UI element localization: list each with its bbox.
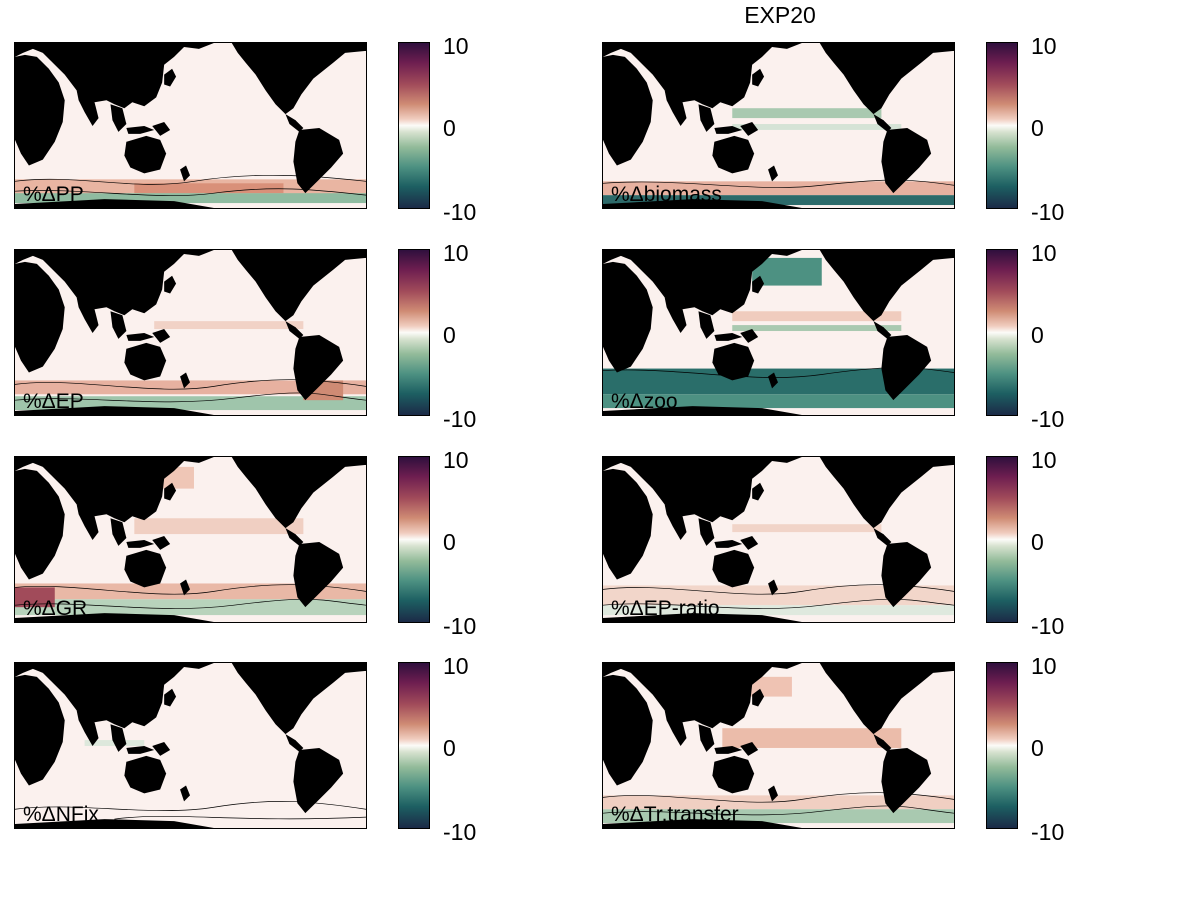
colorbar-max-label: 10 bbox=[1031, 240, 1057, 266]
panel-label: %ΔTr.transfer bbox=[611, 803, 739, 826]
panel-label: %ΔEP bbox=[23, 390, 84, 413]
colorbar-max-label: 10 bbox=[443, 653, 469, 679]
panel-label: %Δbiomass bbox=[611, 183, 722, 206]
map-panel-tr-transfer: %ΔTr.transfer bbox=[602, 662, 955, 829]
map-panel-ep: %ΔEP bbox=[14, 249, 367, 416]
colorbar-mid-label: 0 bbox=[443, 115, 456, 141]
colorbar bbox=[398, 249, 430, 416]
ocean-anomaly-map bbox=[603, 250, 954, 415]
map-panel-gr: %ΔGR bbox=[14, 456, 367, 623]
colorbar-mid-label: 0 bbox=[1031, 115, 1044, 141]
colorbar-min-label: -10 bbox=[443, 613, 477, 639]
ocean-anomaly-map bbox=[15, 457, 366, 622]
ocean-anomaly-map bbox=[603, 43, 954, 208]
colorbar-max-label: 10 bbox=[443, 447, 469, 473]
colorbar-mid-label: 0 bbox=[1031, 529, 1044, 555]
map-panel-biomass: %Δbiomass bbox=[602, 42, 955, 209]
colorbar-min-label: -10 bbox=[443, 199, 477, 225]
colorbar-min-label: -10 bbox=[443, 819, 477, 845]
panel-label: %Δzoo bbox=[611, 390, 678, 413]
colorbar-max-label: 10 bbox=[443, 240, 469, 266]
ocean-anomaly-map bbox=[603, 663, 954, 828]
panel-label: %ΔNFix bbox=[23, 803, 99, 826]
ocean-anomaly-map bbox=[15, 43, 366, 208]
figure-title: EXP20 bbox=[744, 2, 816, 28]
colorbar-mid-label: 0 bbox=[1031, 735, 1044, 761]
colorbar bbox=[398, 662, 430, 829]
panel-label: %ΔGR bbox=[23, 597, 88, 620]
colorbar bbox=[986, 456, 1018, 623]
colorbar-mid-label: 0 bbox=[1031, 322, 1044, 348]
map-panel-nfix: %ΔNFix bbox=[14, 662, 367, 829]
ocean-anomaly-map bbox=[15, 663, 366, 828]
colorbar-max-label: 10 bbox=[443, 33, 469, 59]
colorbar bbox=[398, 42, 430, 209]
colorbar-max-label: 10 bbox=[1031, 33, 1057, 59]
colorbar-max-label: 10 bbox=[1031, 447, 1057, 473]
colorbar-min-label: -10 bbox=[1031, 613, 1065, 639]
map-panel-zoo: %Δzoo bbox=[602, 249, 955, 416]
panel-label: %ΔEP-ratio bbox=[611, 597, 720, 620]
colorbar-min-label: -10 bbox=[1031, 199, 1065, 225]
map-panel-pp: %ΔPP bbox=[14, 42, 367, 209]
colorbar bbox=[986, 249, 1018, 416]
colorbar bbox=[398, 456, 430, 623]
ocean-anomaly-map bbox=[15, 250, 366, 415]
colorbar bbox=[986, 662, 1018, 829]
colorbar-mid-label: 0 bbox=[443, 735, 456, 761]
map-panel-ep-ratio: %ΔEP-ratio bbox=[602, 456, 955, 623]
colorbar-min-label: -10 bbox=[1031, 819, 1065, 845]
colorbar bbox=[986, 42, 1018, 209]
colorbar-max-label: 10 bbox=[1031, 653, 1057, 679]
ocean-anomaly-map bbox=[603, 457, 954, 622]
colorbar-min-label: -10 bbox=[443, 406, 477, 432]
panel-label: %ΔPP bbox=[23, 183, 84, 206]
colorbar-mid-label: 0 bbox=[443, 322, 456, 348]
colorbar-min-label: -10 bbox=[1031, 406, 1065, 432]
colorbar-mid-label: 0 bbox=[443, 529, 456, 555]
